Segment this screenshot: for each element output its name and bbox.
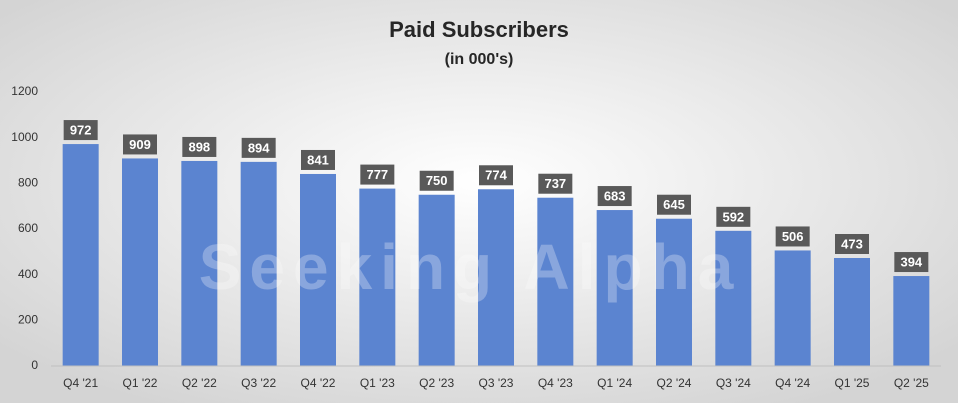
- value-label-box: [182, 136, 217, 157]
- x-tick-label: Q4 '21: [63, 376, 98, 390]
- x-tick-label: Q3 '22: [241, 376, 276, 390]
- bar: [774, 250, 811, 366]
- value-label: 737: [544, 176, 566, 191]
- x-tick-label: Q2 '25: [894, 376, 929, 390]
- bar: [596, 210, 633, 366]
- value-label: 972: [70, 122, 92, 137]
- bar: [834, 257, 870, 366]
- bar: [240, 161, 277, 366]
- value-label: 841: [307, 152, 329, 167]
- value-label-box: [538, 173, 573, 194]
- x-tick-label: Q4 '24: [775, 376, 810, 390]
- value-label: 750: [426, 173, 448, 188]
- value-label: 473: [841, 236, 863, 251]
- x-tick-label: Q3 '23: [479, 376, 514, 390]
- y-tick-label: 400: [18, 267, 38, 281]
- bar: [893, 276, 930, 366]
- value-label-box: [63, 120, 98, 141]
- bar: [181, 160, 218, 366]
- value-label: 894: [248, 140, 270, 155]
- chart-subtitle: (in 000's): [445, 51, 514, 68]
- y-tick-label: 600: [18, 221, 38, 235]
- value-label-box: [657, 194, 691, 215]
- value-label-box: [360, 164, 395, 185]
- watermark: Seeking Alpha: [199, 231, 742, 303]
- value-label-box: [716, 206, 751, 227]
- value-label: 394: [900, 254, 922, 269]
- value-label: 777: [366, 167, 388, 182]
- x-tick-label: Q1 '24: [597, 376, 632, 390]
- value-label: 506: [782, 229, 804, 244]
- bar: [656, 218, 692, 366]
- value-label-box: [775, 226, 810, 247]
- bar: [715, 230, 752, 366]
- y-tick-label: 0: [31, 358, 38, 372]
- x-tick-label: Q2 '23: [419, 376, 454, 390]
- bar: [359, 188, 396, 366]
- value-label: 683: [604, 188, 626, 203]
- value-label-box: [479, 165, 513, 186]
- value-label-box: [597, 186, 632, 207]
- value-label-box: [123, 134, 157, 155]
- bar: [537, 197, 574, 366]
- bar: [62, 144, 99, 366]
- y-tick-label: 1200: [11, 84, 38, 98]
- value-label-box: [835, 233, 869, 254]
- x-tick-label: Q2 '24: [657, 376, 692, 390]
- value-label-box: [241, 137, 276, 158]
- value-label: 898: [188, 139, 210, 154]
- value-label-box: [419, 170, 454, 191]
- value-label: 645: [663, 197, 685, 212]
- value-label: 909: [129, 137, 151, 152]
- x-tick-label: Q2 '22: [182, 376, 217, 390]
- value-label-box: [301, 149, 335, 170]
- x-tick-label: Q1 '22: [123, 376, 158, 390]
- bar: [418, 194, 455, 366]
- x-tick-label: Q3 '24: [716, 376, 751, 390]
- y-tick-label: 800: [18, 176, 38, 190]
- bar: [122, 158, 158, 366]
- bar: [300, 173, 336, 366]
- value-label: 774: [485, 168, 507, 183]
- chart-title: Paid Subscribers: [389, 17, 569, 42]
- x-tick-label: Q4 '23: [538, 376, 573, 390]
- x-tick-label: Q4 '22: [301, 376, 336, 390]
- value-label-box: [894, 252, 929, 273]
- x-tick-label: Q1 '25: [835, 376, 870, 390]
- y-tick-label: 1000: [11, 130, 38, 144]
- x-tick-label: Q1 '23: [360, 376, 395, 390]
- value-label: 592: [722, 209, 744, 224]
- bar: [478, 189, 514, 366]
- y-tick-label: 200: [18, 313, 38, 327]
